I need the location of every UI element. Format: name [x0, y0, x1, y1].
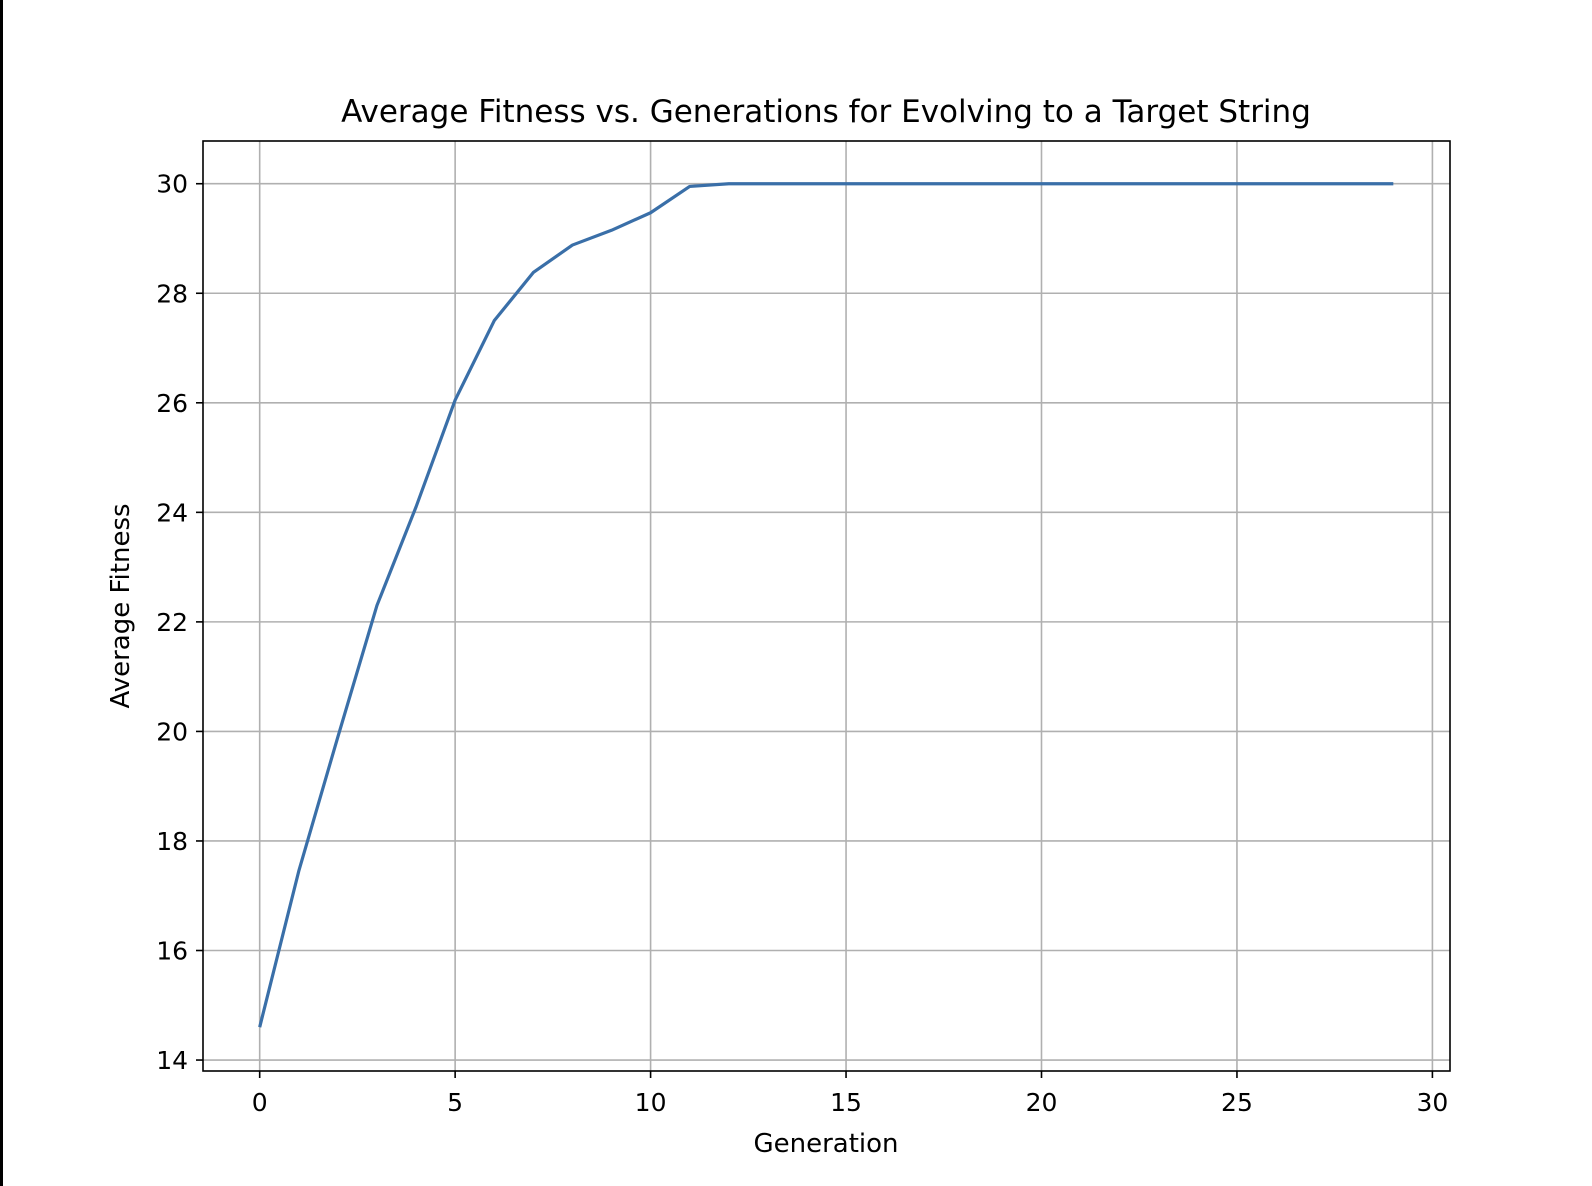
y-tick-label: 24 [156, 498, 188, 527]
x-tick-label: 5 [447, 1088, 463, 1117]
y-tick-label: 22 [156, 608, 188, 637]
tick-marks [196, 182, 1434, 1078]
y-tick-label: 14 [156, 1046, 188, 1075]
y-axis-label: Average Fitness [106, 503, 136, 708]
x-tick-label: 0 [252, 1088, 268, 1117]
x-tick-label: 25 [1221, 1088, 1253, 1117]
tick-labels: 0 5 10 15 20 25 30 14 16 18 20 22 24 26 28 30 [156, 170, 1448, 1117]
chart-title: Average Fitness vs. Generations for Evol… [341, 94, 1311, 130]
y-tick-label: 20 [156, 717, 188, 746]
plot-frame [202, 140, 1451, 1072]
y-tick-label: 30 [156, 170, 188, 199]
x-axis-label: Generation [753, 1129, 898, 1159]
y-tick-label: 18 [156, 827, 188, 856]
y-tick-label: 28 [156, 279, 188, 308]
y-tick-label: 26 [156, 389, 188, 418]
x-tick-label: 30 [1417, 1088, 1449, 1117]
average-fitness-line [258, 182, 1394, 1028]
left-border [0, 0, 3, 1186]
plot-background [203, 141, 1450, 1071]
series-group [258, 182, 1394, 1028]
y-tick-label: 16 [156, 937, 188, 966]
x-tick-label: 20 [1026, 1088, 1058, 1117]
x-tick-label: 10 [635, 1088, 667, 1117]
grid-lines [203, 141, 1450, 1071]
x-tick-label: 15 [830, 1088, 862, 1117]
